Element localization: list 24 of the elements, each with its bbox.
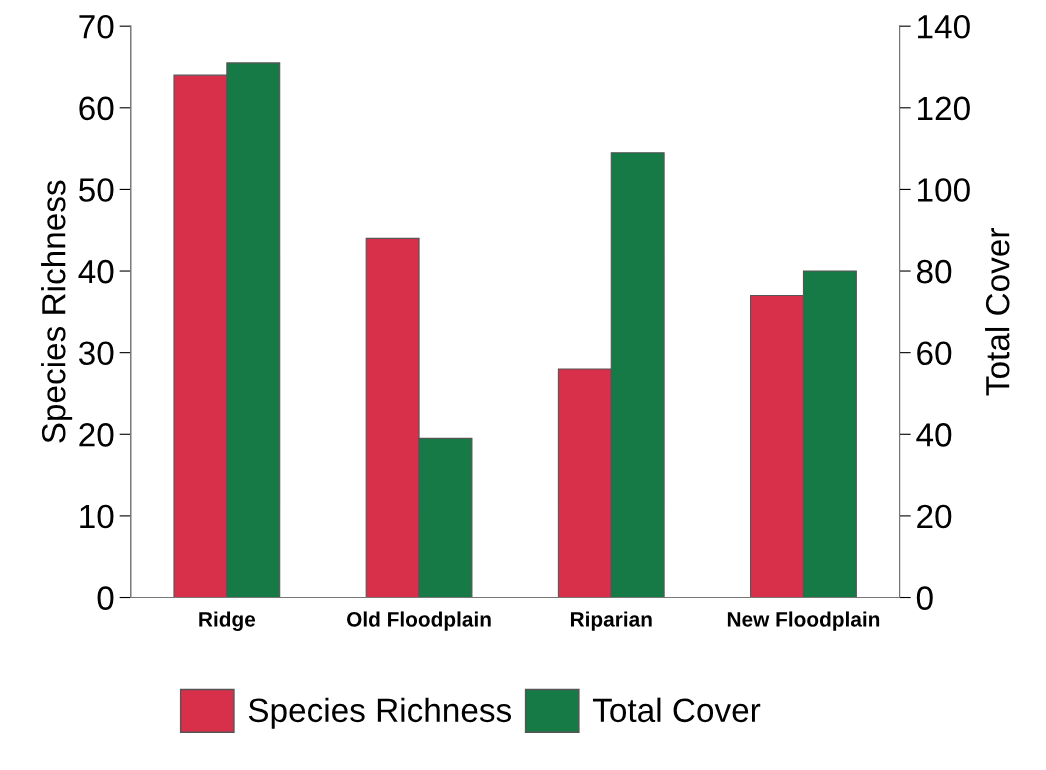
y2-tick-label: 120: [918, 96, 970, 121]
y2-tick-label: 40: [916, 423, 952, 447]
y-tick-label: 70: [79, 14, 114, 39]
y2-tick-label: 80: [916, 259, 952, 284]
legend-label: Species Richness: [248, 697, 512, 729]
y2-tick-label: 100: [918, 178, 970, 202]
legend-label: Total Cover: [592, 697, 761, 723]
y2-axis-title: Total Cover: [985, 228, 1010, 396]
x-tick-label: Old Floodplain: [347, 611, 491, 631]
y-axis-title: Species Richness: [41, 180, 73, 443]
x-tick-label: New Floodplain: [727, 611, 880, 631]
y-tick-label: 10: [80, 504, 114, 529]
x-tick-label: Ridge: [199, 611, 256, 631]
y-tick-label: 30: [78, 341, 114, 366]
y-tick-label: 40: [78, 259, 114, 284]
x-tick-label: Riparian: [570, 611, 652, 631]
y2-tick-label: 140: [918, 14, 970, 39]
y2-tick-label: 0: [916, 586, 933, 610]
y2-tick-label: 20: [917, 504, 952, 529]
y-tick-label: 60: [79, 96, 114, 121]
y2-tick-label: 60: [917, 341, 952, 366]
y-tick-label: 20: [79, 423, 114, 447]
y-tick-label: 0: [97, 586, 114, 610]
y-tick-label: 50: [79, 178, 114, 202]
